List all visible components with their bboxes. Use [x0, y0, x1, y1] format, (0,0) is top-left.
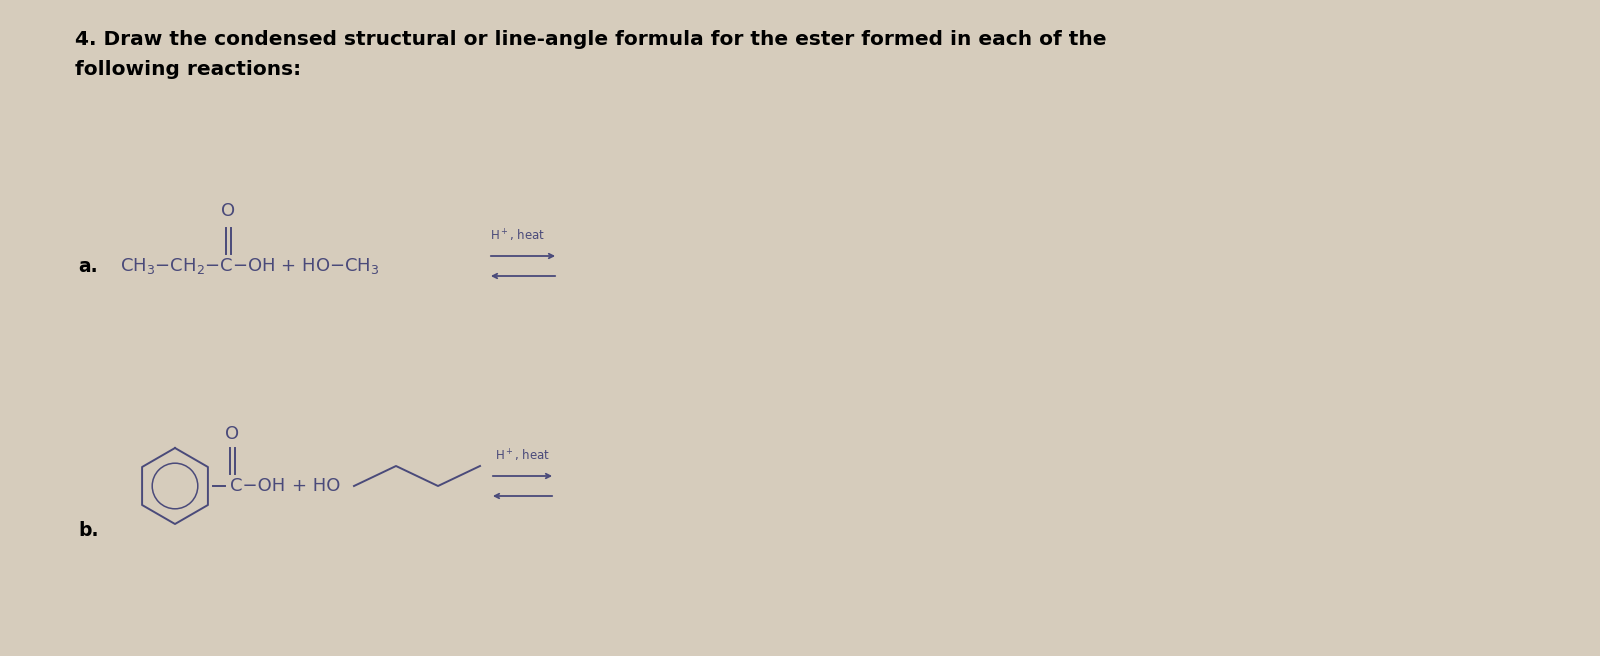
Text: following reactions:: following reactions:: [75, 60, 301, 79]
Text: C−OH: C−OH: [230, 477, 285, 495]
Text: O: O: [226, 425, 238, 443]
Text: O: O: [221, 202, 235, 220]
Text: CH$_3$−CH$_2$−C−OH + HO−CH$_3$: CH$_3$−CH$_2$−C−OH + HO−CH$_3$: [120, 256, 379, 276]
Text: H$^+$, heat: H$^+$, heat: [494, 448, 550, 464]
Text: a.: a.: [78, 256, 98, 276]
Text: 4. Draw the condensed structural or line-angle formula for the ester formed in e: 4. Draw the condensed structural or line…: [75, 30, 1107, 49]
Text: b.: b.: [78, 522, 99, 541]
Text: H$^+$, heat: H$^+$, heat: [490, 228, 546, 244]
Text: + HO: + HO: [291, 477, 341, 495]
